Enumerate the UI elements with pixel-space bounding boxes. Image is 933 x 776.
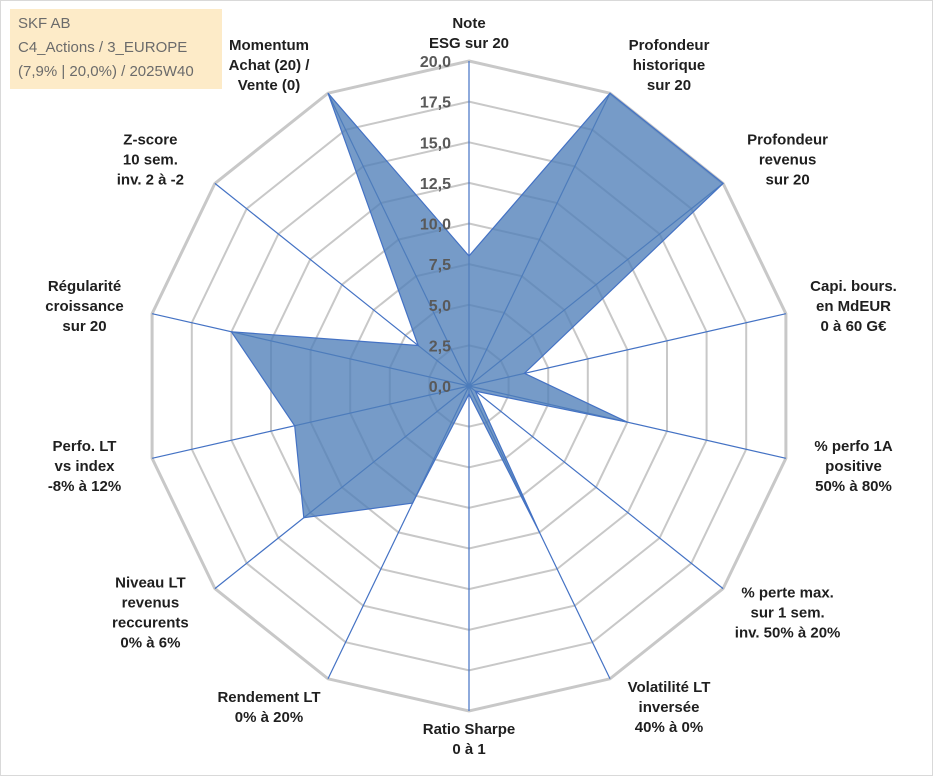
axis-label-4: Capi. bours. en MdEUR 0 à 60 G€ — [810, 278, 897, 335]
axis-label-line: historique — [633, 57, 706, 74]
axis-label-line: inv. 50% à 20% — [735, 625, 841, 642]
r-tick-label: 10,0 — [420, 217, 451, 234]
axis-label-line: Z-score — [123, 131, 177, 148]
info-line-category: C4_Actions / 3_EUROPE — [18, 39, 188, 56]
axis-label-line: inv. 2 à -2 — [117, 171, 184, 188]
axis-label-line: Vente (0) — [238, 77, 301, 94]
axis-label-line: sur 20 — [765, 171, 809, 188]
axis-label-line: 0% à 20% — [235, 709, 303, 726]
axis-label-line: Perfo. LT — [53, 438, 117, 455]
r-tick-label: 0,0 — [429, 379, 451, 396]
spoke-6 — [468, 385, 724, 590]
axis-label-line: inversée — [639, 699, 700, 716]
axis-label-line: sur 20 — [647, 77, 691, 94]
axis-label-2: Profondeur historique sur 20 — [629, 37, 710, 94]
axis-label-line: ESG sur 20 — [429, 35, 509, 52]
axis-label-line: Achat (20) / — [229, 57, 311, 74]
axis-label-line: reccurents — [112, 615, 189, 632]
axis-label-line: Profondeur — [747, 131, 828, 148]
axis-label-line: en MdEUR — [816, 298, 891, 315]
axis-label-line: Ratio Sharpe — [423, 721, 516, 738]
axis-label-line: Capi. bours. — [810, 278, 897, 295]
axis-label-line: 40% à 0% — [635, 719, 703, 736]
axis-label-line: sur 20 — [62, 318, 106, 335]
axis-label-3: Profondeur revenus sur 20 — [747, 131, 828, 188]
axis-label-line: 0 à 60 G€ — [821, 318, 888, 335]
axis-label-line: Rendement LT — [217, 689, 320, 706]
axis-label-line: -8% à 12% — [48, 478, 121, 495]
r-tick-label: 2,5 — [429, 338, 451, 355]
axis-label-10: Niveau LT revenus reccurents 0% à 6% — [112, 575, 189, 652]
axis-label-6: % perte max. sur 1 sem. inv. 50% à 20% — [735, 585, 841, 642]
axis-label-line: Profondeur — [629, 37, 710, 54]
axis-label-line: % perfo 1A — [814, 438, 893, 455]
axis-label-line: 0% à 6% — [120, 635, 180, 652]
r-tick-label: 15,0 — [420, 135, 451, 152]
r-tick-label: 12,5 — [420, 176, 451, 193]
axis-label-line: croissance — [45, 298, 123, 315]
tick-layer: 0,0 2,5 5,0 7,5 10,0 12,5 15,0 17,5 20,0 — [420, 54, 451, 396]
axis-label-line: Niveau LT — [115, 575, 186, 592]
axis-label-line: vs index — [54, 458, 115, 475]
axis-label-line: sur 1 sem. — [750, 605, 824, 622]
axis-label-14: Momentum Achat (20) / Vente (0) — [229, 37, 311, 94]
axis-label-13: Z-score 10 sem. inv. 2 à -2 — [117, 131, 184, 188]
info-box: SKF AB C4_Actions / 3_EUROPE (7,9% | 20,… — [10, 9, 222, 89]
r-tick-label: 17,5 — [420, 95, 451, 112]
axis-label-9: Rendement LT 0% à 20% — [217, 689, 320, 726]
info-line-company: SKF AB — [18, 15, 71, 32]
axis-label-line: 10 sem. — [123, 151, 178, 168]
axis-label-12: Régularité croissance sur 20 — [45, 278, 123, 335]
axis-label-7: Volatilité LT inversée 40% à 0% — [628, 679, 711, 736]
axis-label-5: % perfo 1A positive 50% à 80% — [814, 438, 893, 495]
axis-label-line: Note — [452, 15, 485, 32]
axis-label-line: positive — [825, 458, 882, 475]
axis-label-line: Volatilité LT — [628, 679, 711, 696]
series-layer — [230, 92, 725, 533]
axis-label-11: Perfo. LT vs index -8% à 12% — [48, 438, 121, 495]
axis-label-line: Régularité — [48, 278, 121, 295]
axis-label-line: 50% à 80% — [815, 478, 892, 495]
r-tick-label: 20,0 — [420, 54, 451, 71]
axis-label-line: 0 à 1 — [452, 741, 485, 758]
axis-label-8: Ratio Sharpe 0 à 1 — [423, 721, 516, 758]
axis-label-line: revenus — [759, 151, 817, 168]
info-line-period: (7,9% | 20,0%) / 2025W40 — [18, 63, 194, 80]
axis-label-layer: Note ESG sur 20 Profondeur historique sur 20… — [45, 15, 897, 758]
r-tick-label: 7,5 — [429, 257, 451, 274]
axis-label-line: Momentum — [229, 37, 309, 54]
r-tick-label: 5,0 — [429, 298, 451, 315]
axis-label-line: revenus — [122, 595, 180, 612]
axis-label-line: % perte max. — [741, 585, 834, 602]
axis-label-1: Note ESG sur 20 — [429, 15, 509, 52]
